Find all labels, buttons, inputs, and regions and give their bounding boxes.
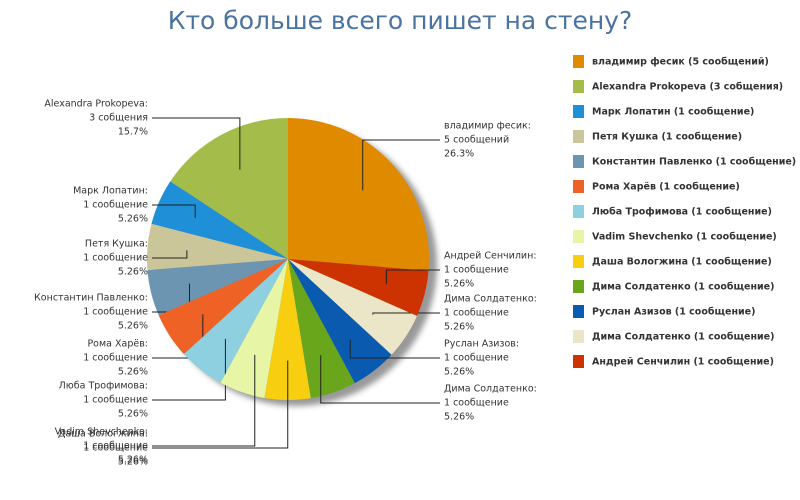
slice-count: 1 сообщение — [83, 307, 148, 318]
legend-swatch — [573, 55, 584, 68]
slice-label: Vadim Shevchenko: — [55, 427, 148, 438]
legend-swatch — [573, 205, 584, 218]
pie-slice — [146, 223, 288, 271]
legend-label: Alexandra Prokopeva (3 собщения) — [592, 82, 783, 93]
slice-value: 5.26% — [118, 267, 148, 278]
legend-swatch — [573, 305, 584, 318]
slice-label: Руслан Азизов: — [444, 339, 519, 350]
leader-line — [152, 354, 256, 447]
slice-label: Alexandra Prokopeva: — [44, 99, 148, 110]
leader-line — [385, 269, 440, 285]
legend-swatch — [573, 80, 584, 93]
pie-slice — [288, 259, 392, 384]
slice-count: 1 сообщение — [83, 353, 148, 364]
slice-label: Дима Солдатенко: — [444, 294, 537, 305]
slice-label: Марк Лопатин: — [73, 186, 148, 197]
slice-label: Даша Вологжина: — [58, 429, 148, 440]
legend-label: владимир фесик (5 сообщений) — [592, 57, 769, 68]
legend-swatch — [573, 355, 584, 368]
legend-swatch — [573, 230, 584, 243]
slice-label: Андрей Сенчилин: — [444, 251, 536, 262]
legend-swatch — [573, 255, 584, 268]
leader-line — [362, 139, 440, 191]
legend-swatch — [573, 280, 584, 293]
legend-label: Андрей Сенчилин (1 сообщение) — [592, 357, 774, 368]
slice-label: владимир фесик: — [444, 121, 531, 132]
slice-value: 5.26% — [444, 322, 474, 333]
slice-value: 5.26% — [118, 455, 148, 466]
pie-slice — [288, 259, 429, 316]
slice-count: 5 сообщений — [444, 135, 509, 146]
pie-slice — [288, 118, 429, 271]
slice-label: Рома Харёв: — [87, 339, 148, 350]
slice-value: 5.26% — [118, 214, 148, 225]
slice-value: 5.26% — [118, 321, 148, 332]
leader-line — [320, 355, 440, 404]
pie-slice — [151, 181, 288, 259]
pie-slice — [183, 259, 288, 383]
slice-count: 1 сообщение — [83, 443, 148, 454]
legend-label: Константин Павленко (1 сообщение) — [592, 157, 796, 168]
legend-label: Рома Харёв (1 сообщение) — [592, 182, 740, 193]
legend-label: Vadim Shevchenko (1 сообщение) — [592, 232, 777, 243]
legend-swatch — [573, 130, 584, 143]
slice-value: 5.26% — [444, 412, 474, 423]
slice-count: 1 сообщение — [83, 441, 148, 452]
legend-label: Даша Вологжина (1 сообщение) — [592, 257, 772, 268]
slice-value: 26.3% — [444, 149, 474, 160]
legend-swatch — [573, 155, 584, 168]
pie-slice — [158, 259, 288, 355]
pie-slice — [288, 259, 418, 355]
slice-label: Дима Солдатенко: — [444, 384, 537, 395]
leader-line — [152, 250, 188, 259]
slice-count: 1 сообщение — [83, 200, 148, 211]
slice-count: 1 сообщение — [444, 353, 509, 364]
legend-label: Люба Трофимова (1 сообщение) — [592, 207, 772, 218]
leader-line — [152, 338, 226, 401]
legend-label: Руслан Азизов (1 сообщение) — [592, 307, 755, 318]
slice-count: 3 собщения — [89, 113, 148, 124]
slice-value: 15.7% — [118, 127, 148, 138]
legend-label: Дима Солдатенко (1 сообщение) — [592, 332, 774, 343]
slice-value: 5.26% — [444, 367, 474, 378]
pie-slice — [288, 259, 355, 399]
leader-line — [152, 360, 289, 449]
leader-line — [152, 204, 196, 218]
slice-label: Константин Павленко: — [34, 293, 148, 304]
slice-count: 1 сообщение — [444, 308, 509, 319]
slice-label: Петя Кушка: — [85, 239, 148, 250]
pie-slice — [264, 259, 311, 400]
slice-count: 1 сообщение — [444, 398, 509, 409]
slice-label: Люба Трофимова: — [59, 381, 148, 392]
leader-line — [152, 117, 241, 170]
slice-count: 1 сообщение — [444, 265, 509, 276]
legend-label: Марк Лопатин (1 сообщение) — [592, 107, 754, 118]
legend-label: Дима Солдатенко (1 сообщение) — [592, 282, 774, 293]
leader-line — [349, 339, 440, 359]
legend-swatch — [573, 330, 584, 343]
slice-count: 1 сообщение — [83, 253, 148, 264]
legend-swatch — [573, 180, 584, 193]
pie-slice — [220, 259, 288, 399]
legend-label: Петя Кушка (1 сообщение) — [592, 132, 742, 143]
pie-slice — [170, 118, 288, 259]
pie-slice — [147, 259, 288, 316]
chart-title: Кто больше всего пишет на стену? — [168, 6, 633, 35]
slice-value: 5.26% — [118, 409, 148, 420]
slice-value: 5.26% — [444, 279, 474, 290]
slice-value: 5.26% — [118, 367, 148, 378]
legend-swatch — [573, 105, 584, 118]
slice-count: 1 сообщение — [83, 395, 148, 406]
slice-value: 5.26% — [118, 457, 148, 468]
